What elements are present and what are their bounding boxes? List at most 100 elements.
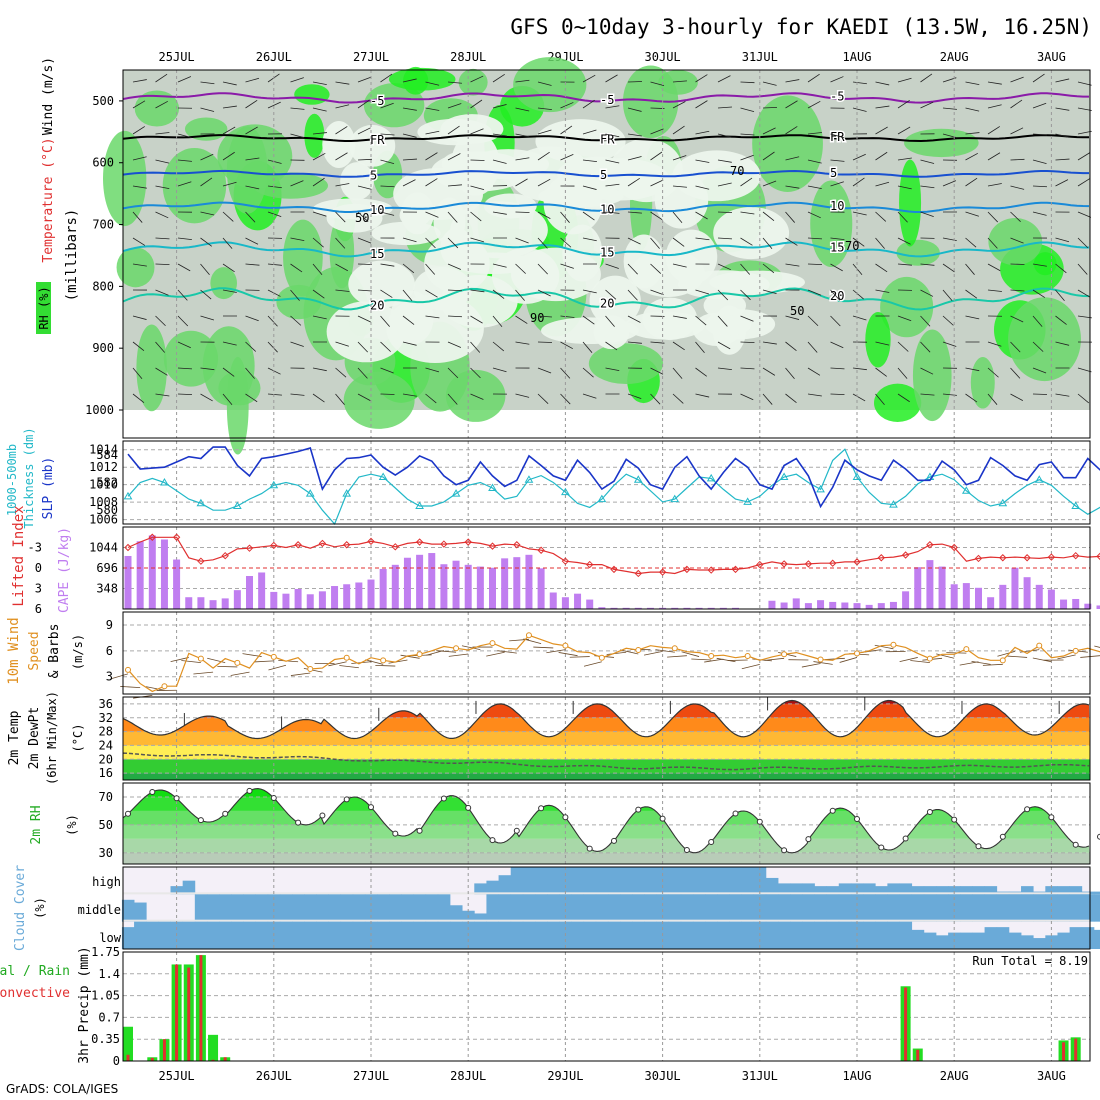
wind-barb <box>200 289 212 300</box>
wind-barb <box>695 367 707 377</box>
wind-barb <box>357 127 371 135</box>
wind-barb <box>207 657 226 663</box>
moist-region <box>202 326 255 406</box>
cloud-middle-bar <box>668 894 682 922</box>
wind-barb <box>785 315 800 320</box>
wind-barb <box>447 341 462 348</box>
dry-region <box>322 121 356 169</box>
wind-barb <box>667 655 687 658</box>
lifted-index-point <box>610 565 618 574</box>
wind-barb <box>830 289 841 301</box>
wind-barb <box>920 289 934 297</box>
wind-barb <box>650 263 662 274</box>
wind-barb <box>177 289 188 301</box>
cloud-high-bar <box>705 867 718 895</box>
wind-barb <box>987 289 1002 292</box>
precip-convective-bar <box>187 967 191 1061</box>
thickness-tick-label: 580 <box>96 503 118 517</box>
cloud-cover-panel: high middle low <box>78 866 1100 950</box>
wind-barb <box>695 74 708 83</box>
wind-barb <box>132 211 143 223</box>
cape-bar <box>379 568 387 609</box>
isotherm-line <box>122 201 1090 213</box>
cloud-low-bar <box>1093 929 1100 949</box>
slp-tick-label: 1006 <box>89 513 118 527</box>
bottom-date-label: 31JUL <box>742 1069 778 1083</box>
rh-point <box>902 835 909 842</box>
cloud-low-bar <box>316 921 329 949</box>
wind-barb <box>897 393 910 403</box>
cape-bar <box>501 558 509 609</box>
wind-axis-label: Wind (m/s) <box>41 57 56 135</box>
wind-barb <box>335 183 350 187</box>
wind-barb <box>807 159 822 164</box>
wind-barb <box>672 341 685 351</box>
wind-barb <box>357 158 373 161</box>
precip-tick-label: 1.05 <box>91 989 120 1003</box>
wind-barb <box>672 367 683 379</box>
cloud-middle-bar <box>486 894 499 922</box>
cloud-low-bar <box>437 921 451 949</box>
cape-bar <box>683 607 691 609</box>
rh-point <box>975 843 982 850</box>
wind-tick-label: 6 <box>106 644 113 658</box>
slp-axis-label: SLP (mb) <box>41 457 56 520</box>
dry-region <box>709 270 806 294</box>
wind-barb <box>717 159 732 163</box>
wind-barb <box>470 237 485 243</box>
wind-barb <box>523 638 542 645</box>
thickness-point <box>305 489 315 497</box>
wind-barb <box>486 651 505 657</box>
wind-barb <box>170 657 189 663</box>
wind-barb <box>605 315 615 327</box>
rh-point <box>1048 814 1055 821</box>
wind-barb <box>402 237 417 243</box>
cloud-middle-bar <box>632 894 645 922</box>
wind-barb <box>762 237 773 249</box>
wind-barb <box>942 180 957 187</box>
wind-barb <box>380 102 394 109</box>
wind-barb <box>582 315 595 325</box>
top-date-label: 30JUL <box>645 50 681 64</box>
wind-barb <box>1077 211 1092 218</box>
wind-barb <box>312 315 327 320</box>
cloud-high-bar <box>1069 886 1083 895</box>
wind-barb <box>245 341 257 352</box>
cloud-high-label: high <box>92 875 121 889</box>
wind-barb <box>200 177 213 187</box>
wind-barb <box>537 178 551 187</box>
lifted-index-point <box>853 558 861 566</box>
rh-point <box>951 816 958 823</box>
wind-barb <box>897 263 912 266</box>
cloud-high-bar <box>729 867 742 895</box>
cape-bar <box>428 553 436 609</box>
wind-speed-point <box>380 657 387 664</box>
dry-region <box>399 203 431 228</box>
isotherm-label: 10 <box>370 203 384 217</box>
wind-speed-point <box>999 657 1006 664</box>
isotherm-label: 5 <box>830 166 837 180</box>
wind-barb <box>560 125 573 135</box>
wind-barb <box>357 211 369 222</box>
wind-barb <box>132 393 145 404</box>
rh-point <box>465 804 472 811</box>
wind-barb <box>177 76 192 83</box>
wind-barb <box>1007 655 1028 658</box>
wind-barb <box>582 185 597 190</box>
wind-barb <box>582 211 595 221</box>
cloud-high-bar <box>875 886 888 895</box>
wind-barb <box>537 107 552 111</box>
cloud-low-bar <box>802 921 815 949</box>
wind-barb <box>740 393 754 401</box>
wind-barb <box>582 129 597 135</box>
cloud-middle-bar <box>948 894 961 922</box>
wind-barb <box>897 211 908 223</box>
pressure-tick-label: 500 <box>92 94 114 108</box>
thickness-axis-label-b: Thickness (dm) <box>22 427 36 528</box>
wind-barb <box>1055 179 1069 187</box>
wind-barb <box>245 99 258 109</box>
lifted-index-point <box>1023 554 1031 562</box>
thickness-point <box>524 475 534 483</box>
cloud-low-bar <box>352 921 366 949</box>
top-date-label: 2AUG <box>940 50 969 64</box>
